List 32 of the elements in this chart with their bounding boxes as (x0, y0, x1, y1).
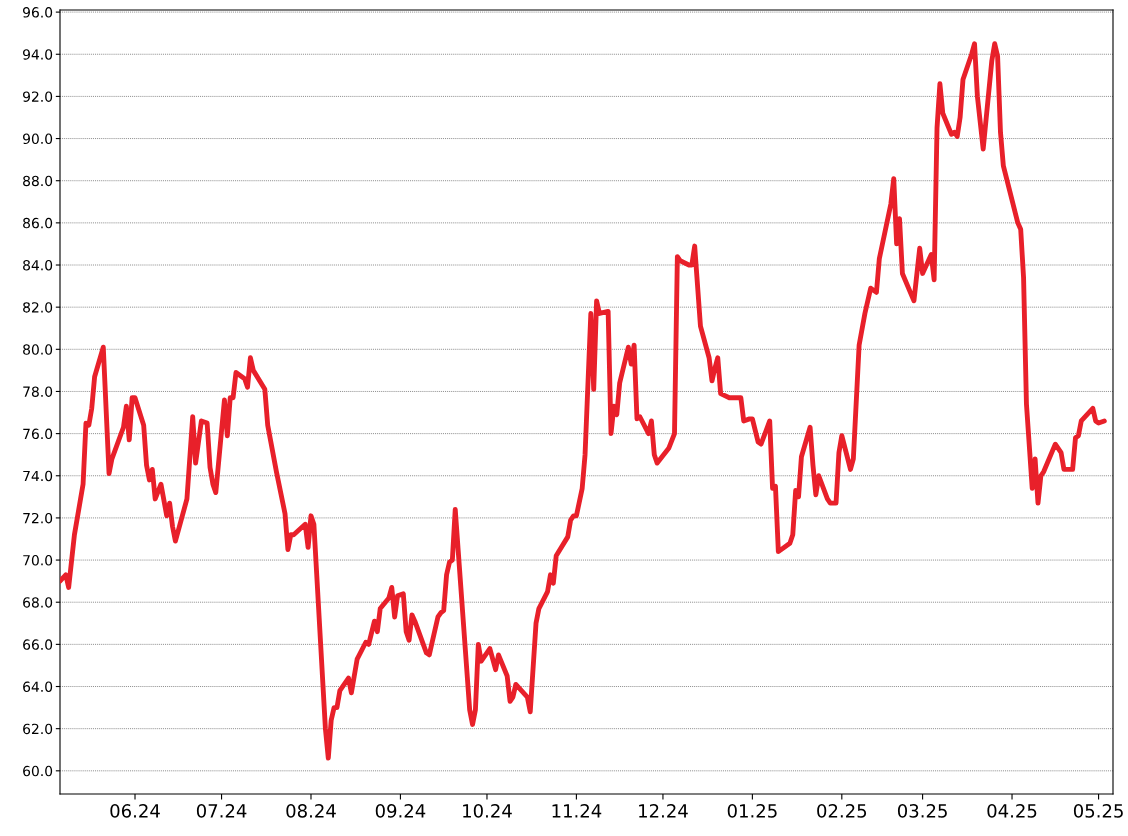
y-tick-label: 90.0 (23, 133, 53, 145)
y-tick-label: 84.0 (23, 259, 53, 271)
x-tick-label: 02.25 (817, 804, 867, 818)
y-tick-label: 68.0 (23, 597, 53, 608)
y-tick-label: 76.0 (23, 428, 53, 440)
y-tick-label: 72.0 (23, 512, 53, 524)
x-tick-label: 06.24 (110, 804, 160, 818)
y-tick-label: 86.0 (23, 217, 53, 229)
y-tick-label: 94.0 (23, 49, 53, 60)
y-tick-label: 66.0 (23, 639, 53, 650)
x-tick-label: 04.25 (987, 804, 1037, 818)
y-tick-label: 70.0 (23, 555, 53, 566)
y-tick-label: 92.0 (23, 91, 53, 102)
y-tick-label: 60.0 (23, 765, 53, 777)
x-tick-label: 10.24 (463, 804, 512, 818)
x-tick-label: 01.25 (727, 804, 777, 818)
y-tick-label: 78.0 (23, 386, 53, 397)
x-tick-label: 08.24 (286, 804, 336, 818)
y-tick-label: 80.0 (23, 344, 53, 355)
x-tick-label: 03.25 (897, 804, 947, 818)
y-tick-label: 88.0 (23, 175, 53, 187)
y-tick-label: 96.0 (23, 7, 53, 18)
y-tick-label: 74.0 (23, 470, 53, 482)
x-tick-label: 12.24 (639, 804, 688, 818)
y-tick-label: 62.0 (23, 723, 53, 735)
line-series (60, 41, 1107, 761)
x-tick-label: 07.24 (196, 804, 247, 818)
y-tick-label: 64.0 (23, 681, 53, 692)
y-tick-label: 82.0 (23, 302, 53, 313)
x-tick-label: 05.25 (1073, 804, 1123, 818)
x-tick-label: 11.24 (552, 804, 602, 818)
x-tick-label: 09.24 (375, 804, 426, 818)
